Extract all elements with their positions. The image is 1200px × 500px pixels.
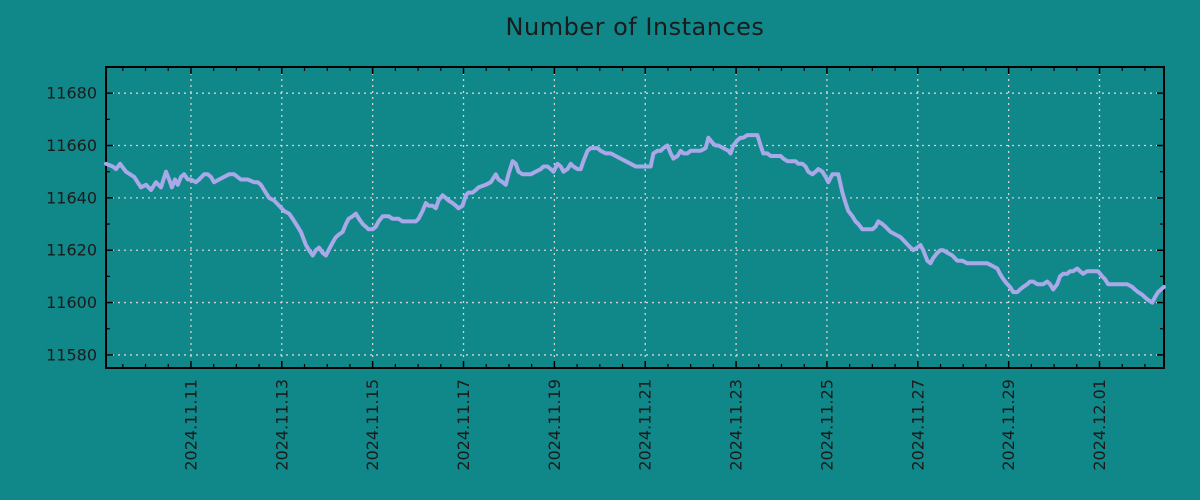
y-tick-label: 11660 — [46, 136, 97, 155]
y-tick-label: 11580 — [46, 345, 97, 364]
x-tick-label: 2024.11.25 — [817, 379, 836, 471]
plot-border — [105, 66, 1165, 369]
x-tick-label: 2024.11.13 — [272, 379, 291, 471]
x-tick-label: 2024.11.21 — [636, 379, 655, 471]
x-tick-label: 2024.11.23 — [727, 379, 746, 471]
x-tick-label: 2024.11.29 — [999, 379, 1018, 471]
chart-title: Number of Instances — [505, 13, 765, 41]
x-tick-label: 2024.12.01 — [1090, 379, 1109, 471]
x-tick-label: 2024.11.15 — [363, 379, 382, 471]
x-tick-label: 2024.11.17 — [454, 379, 473, 471]
y-tick-label: 11680 — [46, 84, 97, 103]
x-tick-label: 2024.11.19 — [545, 379, 564, 471]
x-tick-label: 2024.11.27 — [908, 379, 927, 471]
y-tick-label: 11600 — [46, 293, 97, 312]
y-tick-label: 11620 — [46, 241, 97, 260]
y-tick-label: 11640 — [46, 188, 97, 207]
x-tick-label: 2024.11.11 — [181, 379, 200, 471]
series-line — [104, 133, 1166, 305]
